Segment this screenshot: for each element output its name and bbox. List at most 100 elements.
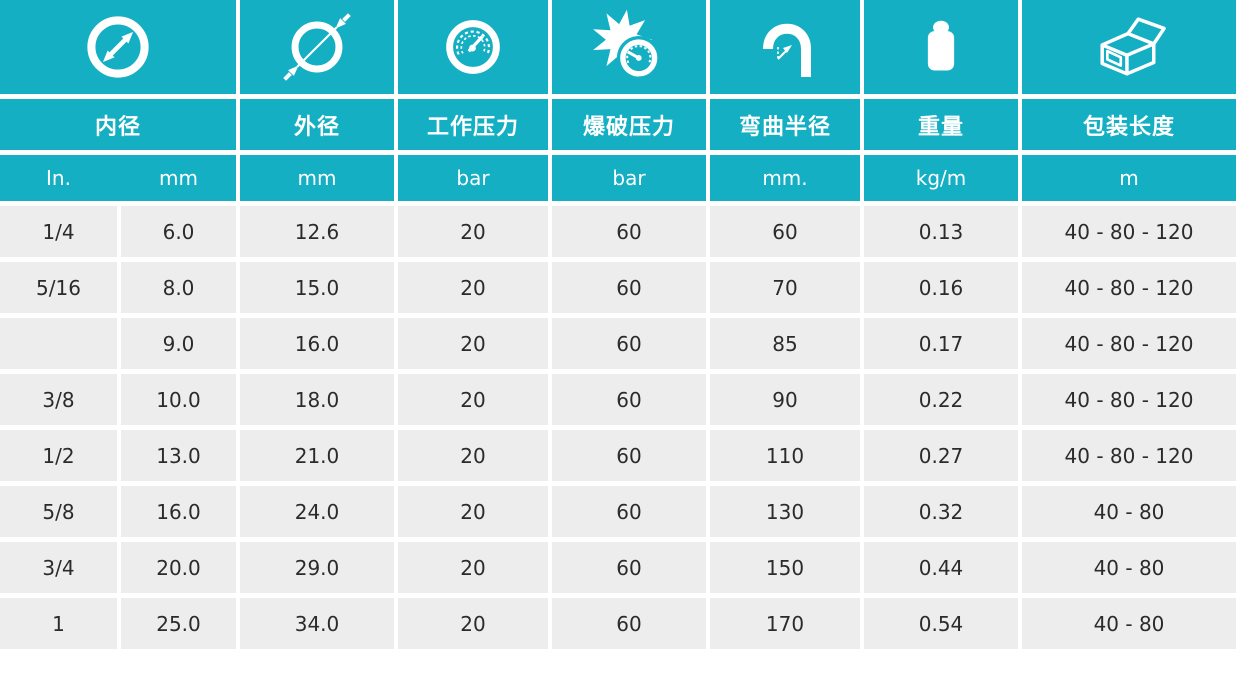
table-cell-r7-c2: 20.0: [121, 542, 236, 593]
table-cell-r4-c6: 90: [710, 374, 860, 425]
table-cell-r8-c2: 25.0: [121, 598, 236, 649]
weight-icon: [927, 20, 955, 71]
column-header-working-pressure: 工作压力: [398, 99, 548, 150]
table-cell-r4-c8: 40 - 80 - 120: [1022, 374, 1236, 425]
burst-gauge-icon: [593, 9, 661, 80]
table-cell-r1-c2: 6.0: [121, 206, 236, 257]
table-cell-r8-c1: 1: [0, 598, 117, 649]
column-header-burst-pressure: 爆破压力: [552, 99, 706, 150]
column-header-outer-diameter: 外径: [240, 99, 394, 150]
header-icon-cell-bend-radius: [710, 0, 860, 94]
table-cell-r7-c4: 20: [398, 542, 548, 593]
unit-cell-bend-radius: mm.: [710, 155, 860, 201]
table-cell-r5-c3: 21.0: [240, 430, 394, 481]
table-cell-r6-c8: 40 - 80: [1022, 486, 1236, 537]
column-label: 内径: [94, 114, 141, 140]
table-cell-r3-c3: 16.0: [240, 318, 394, 369]
column-label: 工作压力: [426, 114, 519, 140]
table-cell-r8-c8: 40 - 80: [1022, 598, 1236, 649]
header-icon-cell-working-pressure: [398, 0, 548, 94]
inner-diameter-icon: [87, 16, 149, 78]
table-cell-r8-c3: 34.0: [240, 598, 394, 649]
table-cell-r3-c6: 85: [710, 318, 860, 369]
table-cell-r1-c3: 12.6: [240, 206, 394, 257]
table-cell-r4-c1: 3/8: [0, 374, 117, 425]
column-label: 重量: [917, 114, 964, 140]
table-cell-r6-c3: 24.0: [240, 486, 394, 537]
column-label: 爆破压力: [582, 114, 675, 140]
table-cell-r6-c2: 16.0: [121, 486, 236, 537]
unit-mm: mm: [159, 166, 198, 190]
table-cell-r8-c6: 170: [710, 598, 860, 649]
unit-cell-weight: kg/m: [864, 155, 1018, 201]
column-header-inner-diameter: 内径: [0, 99, 236, 150]
table-cell-r4-c7: 0.22: [864, 374, 1018, 425]
table-cell-r2-c4: 20: [398, 262, 548, 313]
table-cell-r5-c1: 1/2: [0, 430, 117, 481]
table-cell-r2-c3: 15.0: [240, 262, 394, 313]
table-cell-r3-c5: 60: [552, 318, 706, 369]
header-icon-cell-inner-diameter: [0, 0, 236, 94]
table-cell-r1-c7: 0.13: [864, 206, 1018, 257]
header-icon-cell-weight: [864, 0, 1018, 94]
table-cell-r6-c5: 60: [552, 486, 706, 537]
table-cell-r6-c1: 5/8: [0, 486, 117, 537]
table-cell-r2-c1: 5/16: [0, 262, 117, 313]
table-cell-r5-c8: 40 - 80 - 120: [1022, 430, 1236, 481]
table-cell-r2-c8: 40 - 80 - 120: [1022, 262, 1236, 313]
outer-diameter-icon: [283, 13, 351, 81]
column-label: 外径: [293, 114, 340, 140]
column-header-weight: 重量: [864, 99, 1018, 150]
table-cell-r3-c2: 9.0: [121, 318, 236, 369]
column-header-bend-radius: 弯曲半径: [710, 99, 860, 150]
table-cell-r3-c7: 0.17: [864, 318, 1018, 369]
table-cell-r1-c4: 20: [398, 206, 548, 257]
unit-cell-burst-pressure: bar: [552, 155, 706, 201]
table-cell-r8-c5: 60: [552, 598, 706, 649]
bend-radius-icon: [763, 23, 811, 77]
table-cell-r4-c5: 60: [552, 374, 706, 425]
table-cell-r3-c1: [0, 318, 117, 369]
table-cell-r5-c4: 20: [398, 430, 548, 481]
table-cell-r7-c3: 29.0: [240, 542, 394, 593]
table-cell-r6-c7: 0.32: [864, 486, 1018, 537]
table-cell-r4-c3: 18.0: [240, 374, 394, 425]
table-cell-r7-c7: 0.44: [864, 542, 1018, 593]
table-cell-r2-c6: 70: [710, 262, 860, 313]
table-cell-r7-c8: 40 - 80: [1022, 542, 1236, 593]
table-cell-r1-c1: 1/4: [0, 206, 117, 257]
unit-cell-outer-diameter: mm: [240, 155, 394, 201]
table-cell-r5-c7: 0.27: [864, 430, 1018, 481]
table-cell-r8-c7: 0.54: [864, 598, 1018, 649]
table-cell-r7-c6: 150: [710, 542, 860, 593]
unit-cell-working-pressure: bar: [398, 155, 548, 201]
table-cell-r2-c2: 8.0: [121, 262, 236, 313]
table-cell-r3-c8: 40 - 80 - 120: [1022, 318, 1236, 369]
table-cell-r7-c1: 3/4: [0, 542, 117, 593]
table-cell-r5-c5: 60: [552, 430, 706, 481]
pressure-gauge-icon: [446, 20, 500, 74]
table-cell-r5-c2: 13.0: [121, 430, 236, 481]
table-cell-r6-c6: 130: [710, 486, 860, 537]
table-cell-r7-c5: 60: [552, 542, 706, 593]
table-cell-r3-c4: 20: [398, 318, 548, 369]
table-cell-r1-c8: 40 - 80 - 120: [1022, 206, 1236, 257]
column-label: 弯曲半径: [738, 114, 831, 140]
column-label: 包装长度: [1082, 114, 1175, 140]
table-cell-r2-c5: 60: [552, 262, 706, 313]
hose-spec-table: 内径 外径 工作压力 爆破压力 弯曲半径 重量 包装长度 In. mm mm b…: [0, 0, 1236, 649]
table-cell-r2-c7: 0.16: [864, 262, 1018, 313]
unit-inches: In.: [46, 166, 71, 190]
header-icon-cell-burst-pressure: [552, 0, 706, 94]
unit-cell-inner-diameter: In. mm: [0, 155, 236, 201]
table-cell-r1-c6: 60: [710, 206, 860, 257]
table-cell-r4-c2: 10.0: [121, 374, 236, 425]
table-cell-r4-c4: 20: [398, 374, 548, 425]
column-header-packing-length: 包装长度: [1022, 99, 1236, 150]
table-cell-r1-c5: 60: [552, 206, 706, 257]
table-cell-r8-c4: 20: [398, 598, 548, 649]
table-cell-r6-c4: 20: [398, 486, 548, 537]
table-cell-r5-c6: 110: [710, 430, 860, 481]
header-icon-cell-outer-diameter: [240, 0, 394, 94]
